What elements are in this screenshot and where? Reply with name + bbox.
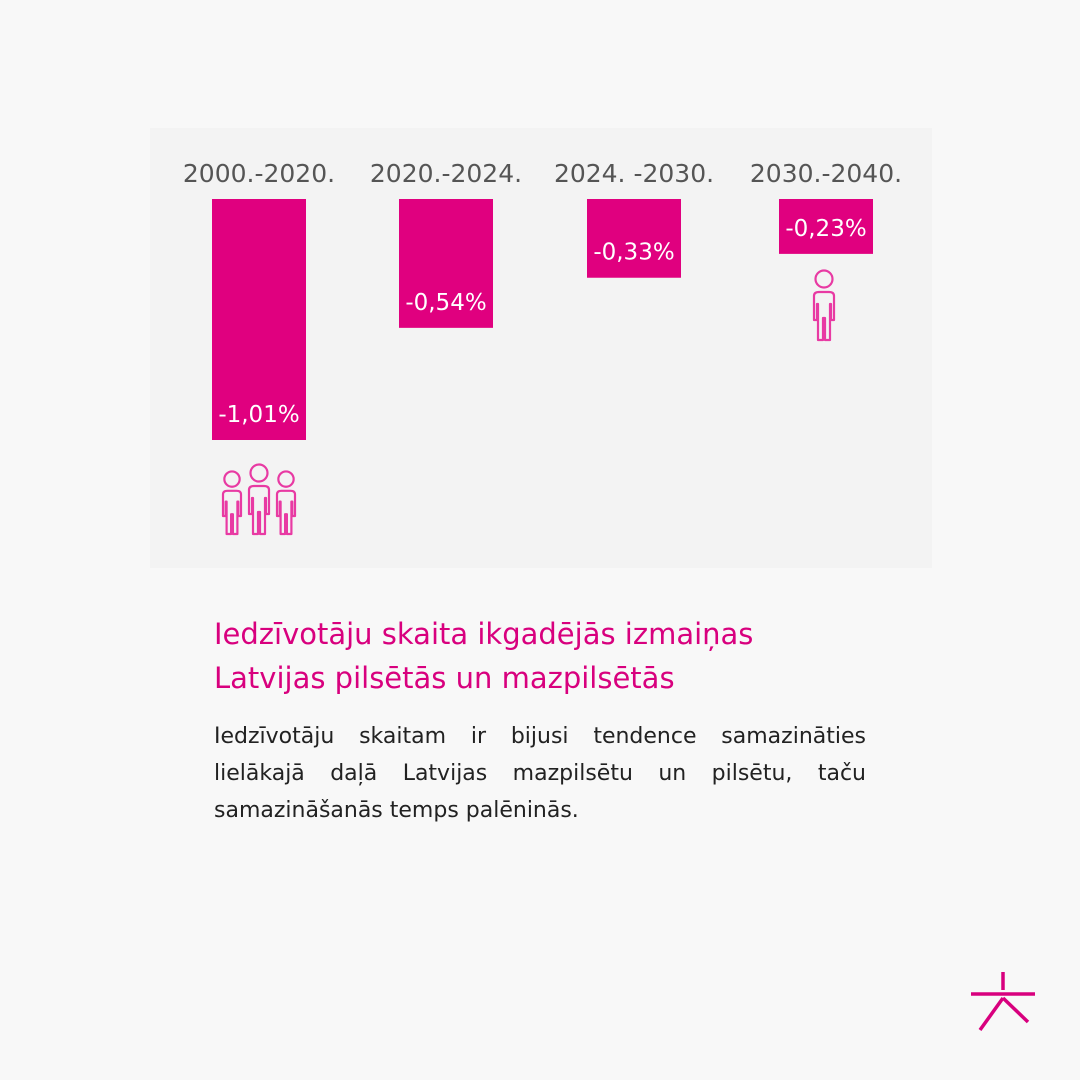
bar: [212, 199, 306, 440]
bar-value-label: -0,54%: [405, 290, 486, 316]
chart-title-line-1: Iedzīvotāju skaita ikgadējās izmaiņas: [214, 617, 754, 651]
person-icon: [812, 269, 836, 342]
bar-value-label: -0,23%: [785, 216, 866, 242]
bar-chart: 2000.-2020. -1,01% 2020.-2024. -0,54% 2024. …: [183, 159, 902, 536]
period-label: 2000.-2020.: [183, 159, 335, 188]
bar: [399, 199, 493, 328]
bar: [587, 199, 681, 278]
period-label: 2020.-2024.: [370, 159, 522, 188]
bar: [779, 199, 873, 254]
period-label: 2030.-2040.: [750, 159, 902, 188]
brand-logo-icon: [971, 972, 1035, 1032]
chart-title: Iedzīvotāju skaita ikgadējās izmaiņas La…: [214, 612, 874, 700]
description-text: Iedzīvotāju skaitam ir bijusi tendence s…: [214, 724, 866, 823]
people-group-icon: [221, 463, 297, 536]
bar-value-label: -0,33%: [593, 240, 674, 266]
chart-title-line-2: Latvijas pilsētās un mazpilsētās: [214, 661, 675, 695]
chart-panel: 2000.-2020. -1,01% 2020.-2024. -0,54% 2024. …: [150, 128, 932, 568]
period-label: 2024. -2030.: [554, 159, 714, 188]
bar-value-label: -1,01%: [218, 402, 299, 428]
